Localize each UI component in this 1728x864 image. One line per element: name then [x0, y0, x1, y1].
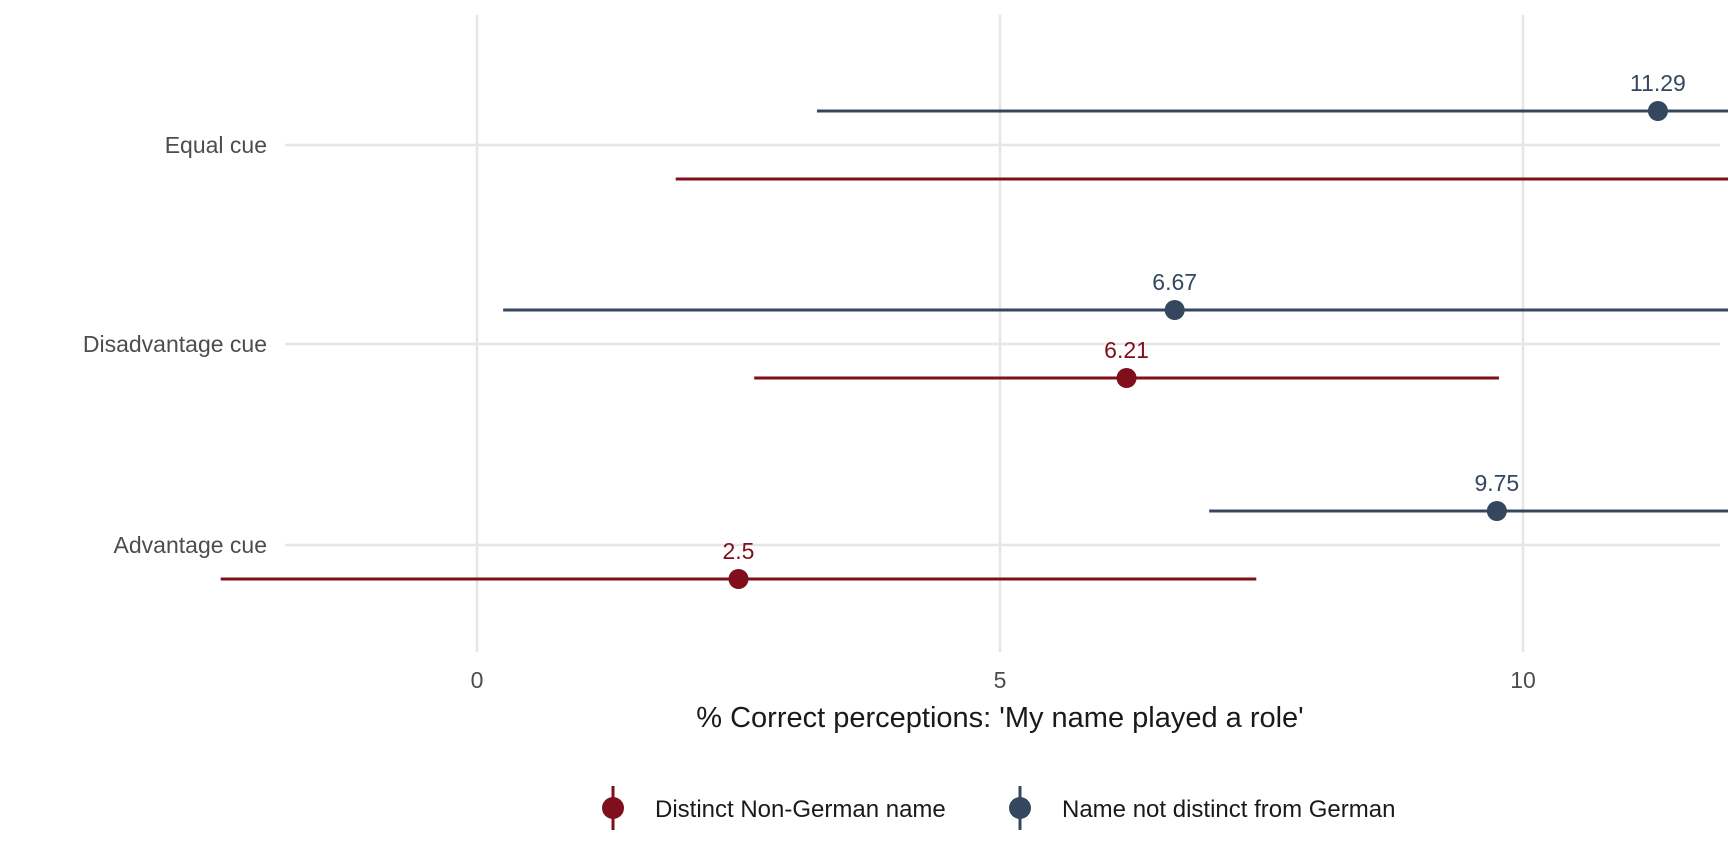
y-axis: Equal cue Disadvantage cue Advantage cue	[83, 132, 267, 558]
data-point	[728, 569, 749, 589]
data-label: 11.29	[1630, 70, 1686, 96]
legend-label: Distinct Non-German name	[655, 796, 946, 823]
x-axis: 05101520	[471, 667, 1536, 693]
legend: Distinct Non-German name Name not distinc…	[602, 786, 1395, 830]
y-tick-label: Advantage cue	[114, 532, 267, 558]
data-label: 9.75	[1474, 470, 1519, 496]
y-tick-label: Equal cue	[165, 132, 267, 158]
legend-item: Name not distinct from German	[1009, 786, 1395, 830]
data-label: 2.5	[723, 538, 755, 564]
y-tick-label: Disadvantage cue	[83, 331, 267, 357]
data-label: 6.67	[1152, 269, 1197, 295]
legend-label: Name not distinct from German	[1062, 796, 1395, 823]
x-tick-label: 5	[994, 667, 1007, 693]
x-tick-label: 10	[1510, 667, 1536, 693]
plot-area: 11.296.679.7512.26.212.5	[220, 70, 1728, 589]
data-point	[1116, 368, 1137, 388]
data-point	[1486, 501, 1507, 521]
gridlines	[285, 15, 1720, 652]
legend-key-point	[1009, 797, 1031, 819]
x-tick-label: 0	[471, 667, 484, 693]
data-point	[1647, 101, 1668, 121]
data-point	[1164, 300, 1185, 320]
x-axis-label: % Correct perceptions: 'My name played a…	[696, 702, 1303, 734]
legend-item: Distinct Non-German name	[602, 786, 946, 830]
legend-key-point	[602, 797, 624, 819]
data-label: 6.21	[1104, 337, 1149, 363]
